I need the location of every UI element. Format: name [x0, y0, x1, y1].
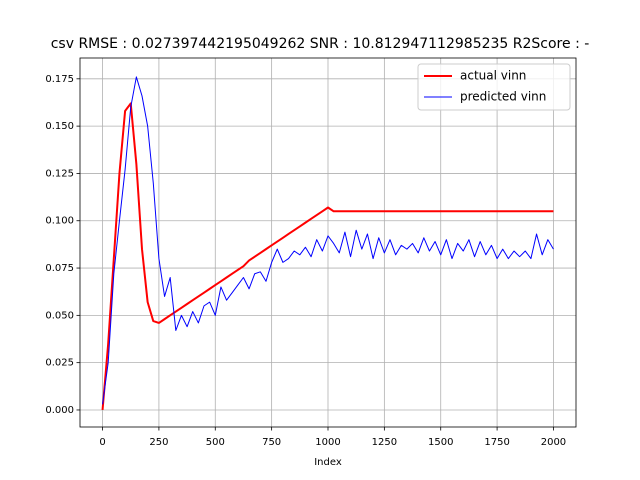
chart-title: csv RMSE : 0.027397442195049262 SNR : 10… [51, 36, 590, 52]
y-tick-label: 0.000 [45, 405, 74, 416]
y-tick-label: 0.025 [45, 358, 74, 369]
x-tick-label: 500 [206, 437, 225, 448]
plot-frame [79, 57, 577, 428]
y-tick-label: 0.075 [45, 263, 74, 274]
x-tick-label: 0 [99, 437, 105, 448]
x-axis-label: Index [314, 457, 342, 468]
legend-label: predicted vinn [460, 90, 546, 104]
y-tick-label: 0.175 [45, 74, 74, 85]
legend-label: actual vinn [460, 69, 526, 83]
x-tick-label: 1250 [372, 437, 397, 448]
x-tick-label: 2000 [541, 437, 566, 448]
y-tick-label: 0.150 [45, 121, 74, 132]
y-tick-label: 0.125 [45, 168, 74, 179]
x-tick-label: 1750 [484, 437, 509, 448]
x-tick-label: 750 [262, 437, 281, 448]
y-tick-label: 0.050 [45, 310, 74, 321]
x-tick-label: 250 [149, 437, 168, 448]
y-tick-label: 0.100 [45, 216, 74, 227]
x-tick-label: 1500 [428, 437, 453, 448]
data-line [102, 76, 554, 405]
x-tick-label: 1000 [315, 437, 340, 448]
data-line [101, 102, 554, 411]
legend-box [417, 63, 571, 111]
